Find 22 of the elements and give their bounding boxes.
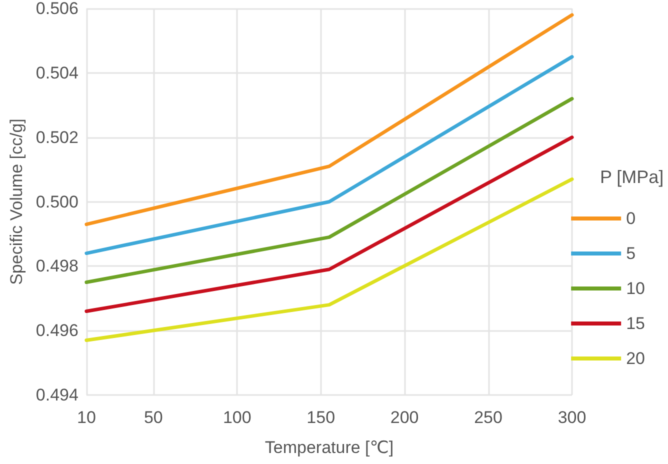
legend-label: 20 xyxy=(626,349,646,368)
legend-title: P [MPa] xyxy=(600,167,664,187)
x-tick-label: 250 xyxy=(474,408,502,427)
x-tick-label: 50 xyxy=(144,408,163,427)
legend-label: 5 xyxy=(626,244,636,263)
x-axis-title: Temperature [℃] xyxy=(264,438,394,457)
y-tick-label: 0.506 xyxy=(36,0,78,18)
y-axis-title: Specific Volume [cc/g] xyxy=(7,118,26,285)
x-tick-label: 150 xyxy=(306,408,336,427)
x-tick-label: 300 xyxy=(558,408,586,427)
x-tick-label: 10 xyxy=(76,408,96,427)
y-tick-label: 0.494 xyxy=(36,386,78,404)
y-tick-label: 0.496 xyxy=(36,321,78,340)
y-tick-label: 0.502 xyxy=(36,128,78,147)
x-tick-label: 200 xyxy=(390,408,419,427)
x-tick-label: 100 xyxy=(222,408,252,427)
y-tick-label: 0.500 xyxy=(36,192,78,212)
legend-label: 0 xyxy=(626,209,636,228)
y-tick-label: 0.498 xyxy=(36,256,78,276)
y-tick-label: 0.504 xyxy=(36,63,78,82)
legend-label: 15 xyxy=(626,314,646,333)
legend-label: 10 xyxy=(626,279,646,298)
